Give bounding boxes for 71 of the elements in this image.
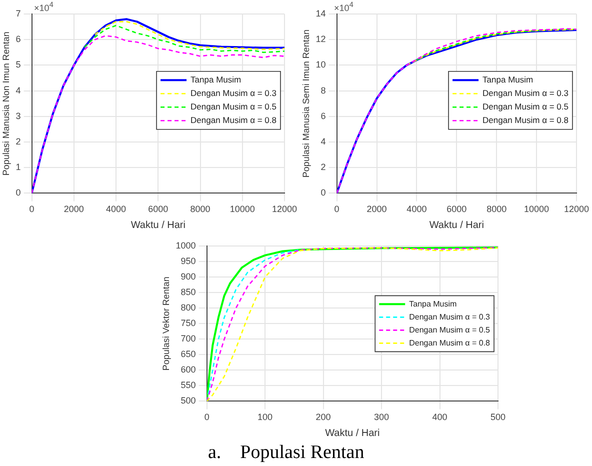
y-tick-label: 7 <box>16 8 21 18</box>
y-tick-label: 0 <box>16 188 21 198</box>
y-tick-label: 12 <box>316 34 326 44</box>
line-series <box>416 28 576 61</box>
y-tick-label: 600 <box>180 364 196 375</box>
y-axis-title: Populasi Manusia Semi Imun Rentan <box>300 30 311 178</box>
line-series <box>84 24 284 54</box>
x-tick-label: 6000 <box>446 204 467 214</box>
text: ×10$^{4}$ <box>334 0 354 13</box>
y-tick-label: 1 <box>16 162 21 172</box>
x-tick-label: 400 <box>432 412 448 422</box>
y-tick-label: 5 <box>16 60 21 70</box>
x-tick-label: 10000 <box>230 204 255 214</box>
x-axis-title: Waktu / Hari <box>429 220 484 231</box>
y-tick-label: 3 <box>16 110 21 121</box>
y-tick-label: 900 <box>180 272 196 282</box>
x-tick-label: 4000 <box>106 204 126 214</box>
x-tick-label: 0 <box>29 204 34 214</box>
y-tick-label: 10 <box>316 60 326 70</box>
y-tick-label: 4 <box>320 136 326 146</box>
y-tick-label: 4 <box>16 85 21 96</box>
x-tick-label: 12000 <box>564 204 589 214</box>
legend-label: Tanpa Musim <box>190 74 242 84</box>
y-tick-label: 1000 <box>176 240 196 250</box>
legend-label: Tanpa Musim <box>482 74 534 84</box>
legend-label: Dengan Musim α = 0.8 <box>190 114 277 125</box>
y-tick-label: 8 <box>320 85 326 96</box>
x-tick-label: 500 <box>490 412 506 422</box>
y-tick-label: 750 <box>180 318 196 328</box>
x-tick-label: 2000 <box>64 204 84 214</box>
y-tick-label: 700 <box>180 334 196 344</box>
legend-label: Dengan Musim α = 0.3 <box>190 88 277 98</box>
x-axis-title: Waktu / Hari <box>325 428 380 439</box>
y-tick-label: 14 <box>316 8 326 18</box>
legend-label: Dengan Musim α = 0.3 <box>409 312 491 322</box>
legend-label: Dengan Musim α = 0.5 <box>190 101 277 112</box>
legend-label: Dengan Musim α = 0.5 <box>409 325 491 334</box>
text: ×10$^{4}$ <box>34 0 54 13</box>
y-tick-label: 850 <box>180 287 196 298</box>
legend-label: Dengan Musim α = 0.8 <box>482 114 569 125</box>
x-tick-label: 0 <box>204 412 210 422</box>
x-tick-label: 2000 <box>366 204 387 214</box>
text: a. Populasi Rentan <box>208 442 364 464</box>
x-tick-label: 300 <box>374 412 390 422</box>
y-tick-label: 0 <box>320 188 326 198</box>
x-tick-label: 100 <box>258 412 273 422</box>
y-tick-label: 2 <box>16 136 21 146</box>
y-tick-label: 650 <box>180 349 196 360</box>
y-tick-label: 6 <box>16 34 21 44</box>
x-tick-label: 8000 <box>190 204 210 214</box>
y-tick-label: 500 <box>180 396 196 406</box>
y-tick-label: 550 <box>180 380 196 390</box>
legend-label: Dengan Musim α = 0.5 <box>482 101 569 112</box>
line-series <box>94 21 284 50</box>
y-tick-label: 800 <box>180 302 196 313</box>
y-axis-title: Populasi Vektor Rentan <box>160 276 171 371</box>
x-tick-label: 200 <box>316 412 331 422</box>
legend-label: Dengan Musim α = 0.3 <box>482 88 569 98</box>
x-tick-label: 4000 <box>406 204 427 214</box>
x-axis-title: Waktu / Hari <box>130 220 186 231</box>
y-tick-label: 2 <box>320 162 326 172</box>
legend-label: Tanpa Musim <box>409 299 458 308</box>
x-tick-label: 10000 <box>524 204 550 214</box>
y-tick-label: 950 <box>180 256 196 266</box>
y-axis-title: Populasi Manusia Non Imun Rentan <box>0 32 11 176</box>
x-tick-label: 0 <box>334 204 340 214</box>
y-tick-label: 6 <box>320 110 326 121</box>
legend-label: Dengan Musim α = 0.8 <box>409 338 491 348</box>
x-tick-label: 8000 <box>486 204 507 214</box>
x-tick-label: 12000 <box>272 204 297 214</box>
x-tick-label: 6000 <box>148 204 168 214</box>
